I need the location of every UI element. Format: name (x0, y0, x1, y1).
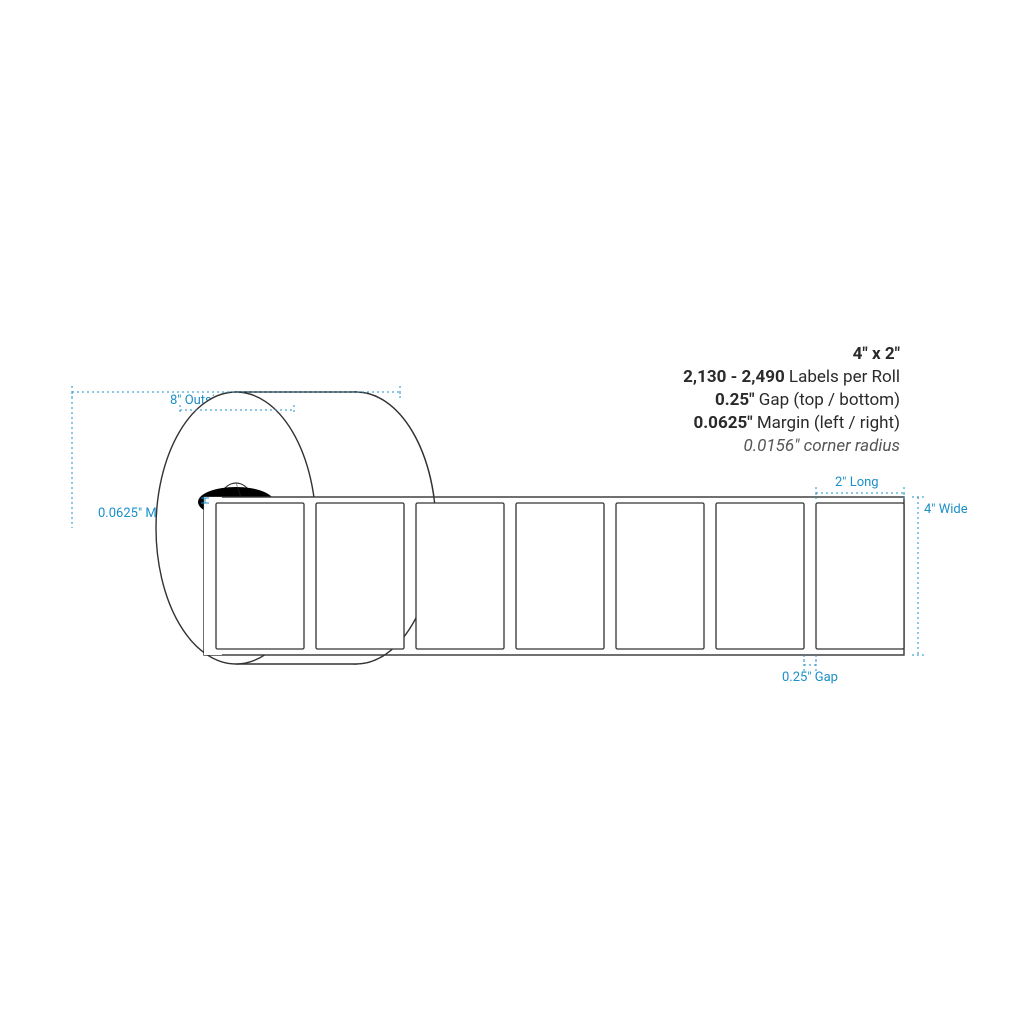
diagram-stage: 4" x 2" 2,130 - 2,490 Labels per Roll 0.… (0, 0, 1024, 1024)
roll-diagram-svg (0, 0, 1024, 1024)
